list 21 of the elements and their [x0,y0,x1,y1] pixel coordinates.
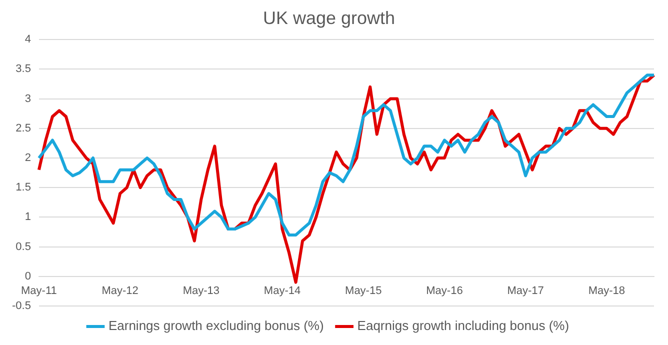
x-tick-label: May-17 [507,285,544,298]
x-tick-label: May-18 [588,285,626,298]
chart-title: UK wage growth [262,8,396,28]
legend-label: Eaqrnigs growth including bonus (%) [357,318,570,334]
x-tick-label: May-16 [426,285,463,298]
y-tick-label: 2.5 [16,122,31,134]
y-tick-label: 0 [24,270,31,282]
y-tick-label: 1.5 [16,182,31,194]
x-tick-label: May-11 [21,285,57,298]
y-tick-label: 0.5 [16,240,31,253]
x-tick-label: May-12 [102,285,138,298]
y-tick-label: 4 [24,34,31,46]
y-tick-label: 3.5 [16,63,31,76]
y-tick-label: 1 [24,211,31,224]
x-tick-label: May-15 [345,285,382,298]
y-tick-label: -0.5 [12,300,31,312]
legend-label: Earnings growth excluding bonus (%) [108,318,324,334]
y-tick-label: 3 [24,92,31,105]
x-tick-label: May-13 [182,285,220,298]
x-tick-label: May-14 [264,285,301,298]
y-tick-label: 2 [24,152,31,164]
